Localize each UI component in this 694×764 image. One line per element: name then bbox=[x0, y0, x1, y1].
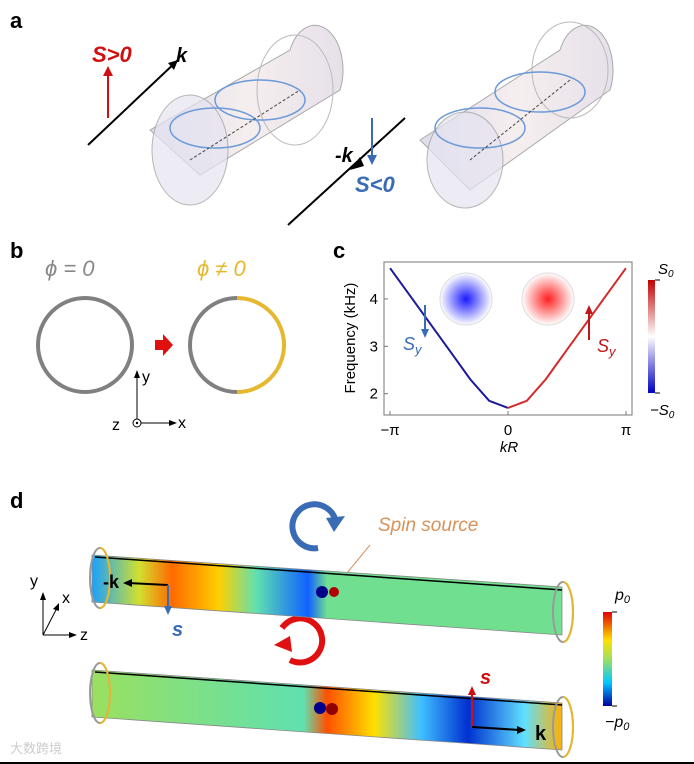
y-tick-label: 4 bbox=[370, 291, 378, 308]
x-tick-label: 0 bbox=[504, 422, 512, 439]
sy-right-label: Sy bbox=[597, 336, 617, 359]
arrowhead-icon bbox=[103, 66, 113, 76]
arrowhead-icon bbox=[421, 329, 429, 338]
sy-left-label: Sy bbox=[403, 334, 423, 357]
cylinder-right bbox=[419, 21, 614, 209]
watermark: 大数跨境 bbox=[10, 741, 62, 756]
s-positive-label: S>0 bbox=[92, 42, 133, 67]
ring-gold-half bbox=[236, 296, 286, 394]
svg-text:z: z bbox=[80, 627, 88, 644]
arrowhead-icon bbox=[367, 155, 377, 165]
dispersion-curves bbox=[389, 267, 627, 409]
svg-text:y: y bbox=[142, 369, 150, 386]
plot-frame bbox=[383, 261, 633, 416]
arrowhead-icon bbox=[585, 305, 593, 314]
axes-icon: y x z bbox=[112, 369, 186, 434]
x-tick-label: −π bbox=[380, 422, 399, 439]
svg-text:z: z bbox=[112, 417, 120, 434]
svg-text:x: x bbox=[178, 415, 186, 432]
right-arrow-icon bbox=[155, 334, 173, 356]
k-axis-line bbox=[87, 59, 179, 146]
s-bottom-label: s bbox=[480, 667, 491, 689]
minus-k-label: -k bbox=[335, 145, 354, 167]
arrowhead-icon bbox=[168, 60, 178, 70]
svg-text:y: y bbox=[30, 573, 38, 590]
phi-nonzero-label: ϕ ≠ 0 bbox=[197, 256, 247, 281]
x-axis-label: kR bbox=[500, 439, 519, 456]
s-negative-label: S<0 bbox=[355, 172, 396, 197]
panel-a: a S>0 k -k S<0 bbox=[10, 8, 614, 226]
colorbar-min-label: −S0 bbox=[650, 402, 675, 421]
minus-k-label: -k bbox=[103, 572, 120, 592]
minus-k-axis-line bbox=[287, 117, 406, 226]
colorbar-min-label: −p0 bbox=[605, 714, 630, 733]
y-axis-label: Frequency (kHz) bbox=[342, 283, 359, 394]
panel-b: b ϕ = 0 ϕ ≠ 0 y x z bbox=[10, 238, 286, 434]
series-line-0 bbox=[389, 267, 509, 409]
s-top-label: s bbox=[172, 619, 183, 641]
waveguide-bottom bbox=[89, 662, 574, 758]
k-label: k bbox=[535, 723, 547, 745]
waveguide-top bbox=[89, 547, 574, 643]
panel-c: c −π 0 π 2 3 4 Frequency (kHz) kR Sy Sy S0 −S… bbox=[333, 238, 675, 456]
svg-text:x: x bbox=[62, 590, 70, 607]
panel-d: d Spin source -k s bbox=[10, 488, 631, 758]
y-tick-label: 2 bbox=[370, 386, 378, 403]
phi-zero-label: ϕ = 0 bbox=[45, 256, 95, 281]
colorbar-spin bbox=[648, 280, 655, 393]
panel-label: b bbox=[10, 238, 23, 263]
colorbar-pressure bbox=[603, 612, 612, 706]
colorbar-max-label: S0 bbox=[658, 261, 674, 280]
axes-icon: y x z bbox=[30, 573, 88, 644]
x-tick-label: π bbox=[621, 422, 631, 439]
rotation-cw-icon bbox=[289, 501, 339, 552]
panel-label: a bbox=[10, 8, 23, 33]
ring-gray-half bbox=[188, 296, 238, 394]
panel-label: c bbox=[333, 238, 345, 263]
mode-profile-blue bbox=[439, 272, 493, 326]
panel-label: d bbox=[10, 488, 23, 513]
minus-k-arrow bbox=[127, 582, 169, 586]
series-line-1 bbox=[507, 267, 627, 409]
ticks: −π 0 π 2 3 4 bbox=[370, 291, 632, 439]
rotation-ccw-icon bbox=[279, 615, 326, 666]
k-arrow bbox=[471, 726, 521, 731]
k-label: k bbox=[176, 45, 188, 67]
spin-source-label: Spin source bbox=[378, 515, 478, 536]
y-tick-label: 3 bbox=[370, 338, 378, 355]
arrowhead-icon bbox=[350, 157, 364, 170]
ring-phi-zero bbox=[36, 296, 134, 394]
cylinder-left bbox=[149, 24, 344, 206]
mode-profile-red bbox=[521, 272, 575, 326]
colorbar-max-label: p0 bbox=[614, 587, 631, 606]
